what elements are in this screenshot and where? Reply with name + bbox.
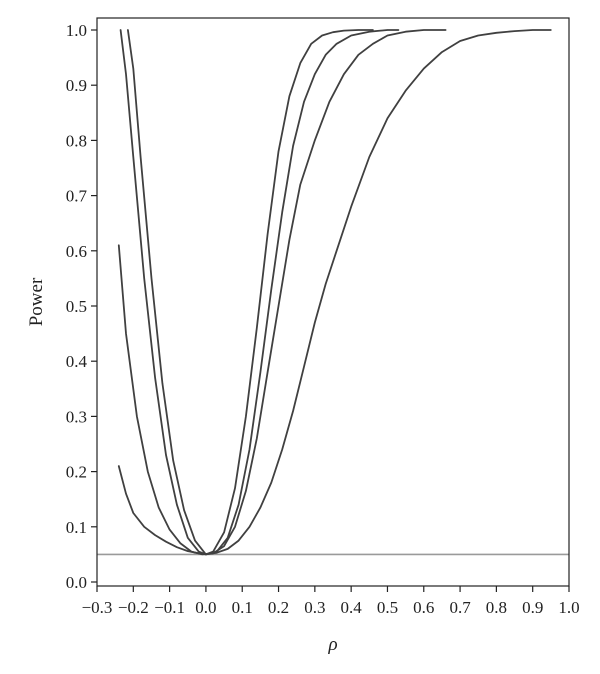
y-tick-label: 0.3 — [66, 407, 87, 426]
series-line-3 — [117, 29, 447, 556]
x-tick-label: 0.5 — [377, 598, 398, 617]
y-tick-label: 0.2 — [66, 463, 87, 482]
y-tick-label: 0.6 — [66, 242, 87, 261]
y-tick-label: 0.4 — [66, 352, 88, 371]
y-tick-label: 0.5 — [66, 297, 87, 316]
series-line-2 — [127, 29, 400, 556]
x-tick-label: 1.0 — [558, 598, 579, 617]
y-tick-label: 0.9 — [66, 76, 87, 95]
x-tick-label: 0.1 — [232, 598, 253, 617]
x-tick-label: 0.3 — [304, 598, 325, 617]
x-tick-label: 0.8 — [486, 598, 507, 617]
x-tick-label: −0.1 — [154, 598, 185, 617]
y-tick-label: 0.8 — [66, 131, 87, 150]
y-tick-label: 0.0 — [66, 573, 87, 592]
y-axis-title: Power — [26, 277, 47, 326]
x-tick-label: 0.9 — [522, 598, 543, 617]
y-tick-label: 1.0 — [66, 21, 87, 40]
y-tick-label: 0.1 — [66, 518, 87, 537]
series-line-1 — [119, 29, 374, 556]
x-tick-label: 0.7 — [449, 598, 471, 617]
x-tick-label: 0.0 — [195, 598, 216, 617]
x-tick-label: 0.4 — [341, 598, 363, 617]
x-tick-label: 0.6 — [413, 598, 434, 617]
plot-frame — [96, 17, 570, 587]
x-tick-label: 0.2 — [268, 598, 289, 617]
y-tick-label: 0.7 — [66, 187, 88, 206]
series-line-4 — [117, 29, 552, 556]
x-axis-title: ρ — [327, 634, 337, 655]
x-tick-label: −0.3 — [82, 598, 113, 617]
x-tick-label: −0.2 — [118, 598, 149, 617]
